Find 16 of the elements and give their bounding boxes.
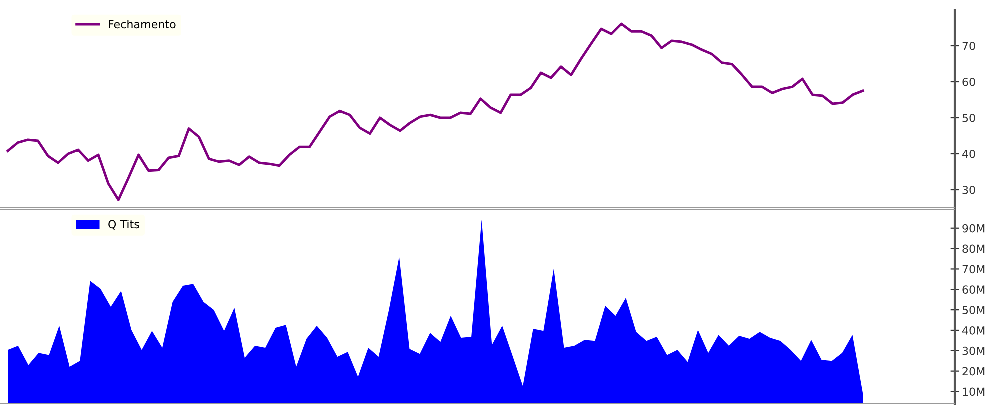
y-tick-label: 70M bbox=[962, 265, 985, 274]
y-tick-label: 20M bbox=[962, 367, 985, 376]
y-tick-label: 70 bbox=[962, 42, 976, 50]
y-tick-label: 50M bbox=[962, 306, 985, 314]
y-tick-label: 60 bbox=[962, 78, 976, 86]
legend-label: Q Tits bbox=[108, 220, 140, 230]
y-tick-label: 30M bbox=[962, 346, 985, 356]
legend-label: Fechamento bbox=[109, 20, 176, 29]
y-tick-label: 40 bbox=[962, 150, 976, 158]
y-tick-label: 80M bbox=[962, 244, 985, 254]
y-tick-label: 60M bbox=[962, 286, 985, 294]
y-tick-label: 90M bbox=[962, 224, 985, 233]
y-tick-label: 10M bbox=[963, 388, 985, 396]
y-tick-label: 30 bbox=[962, 186, 976, 194]
y-tick-label: 40M bbox=[962, 326, 985, 335]
y-tick-label: 50 bbox=[962, 114, 976, 122]
